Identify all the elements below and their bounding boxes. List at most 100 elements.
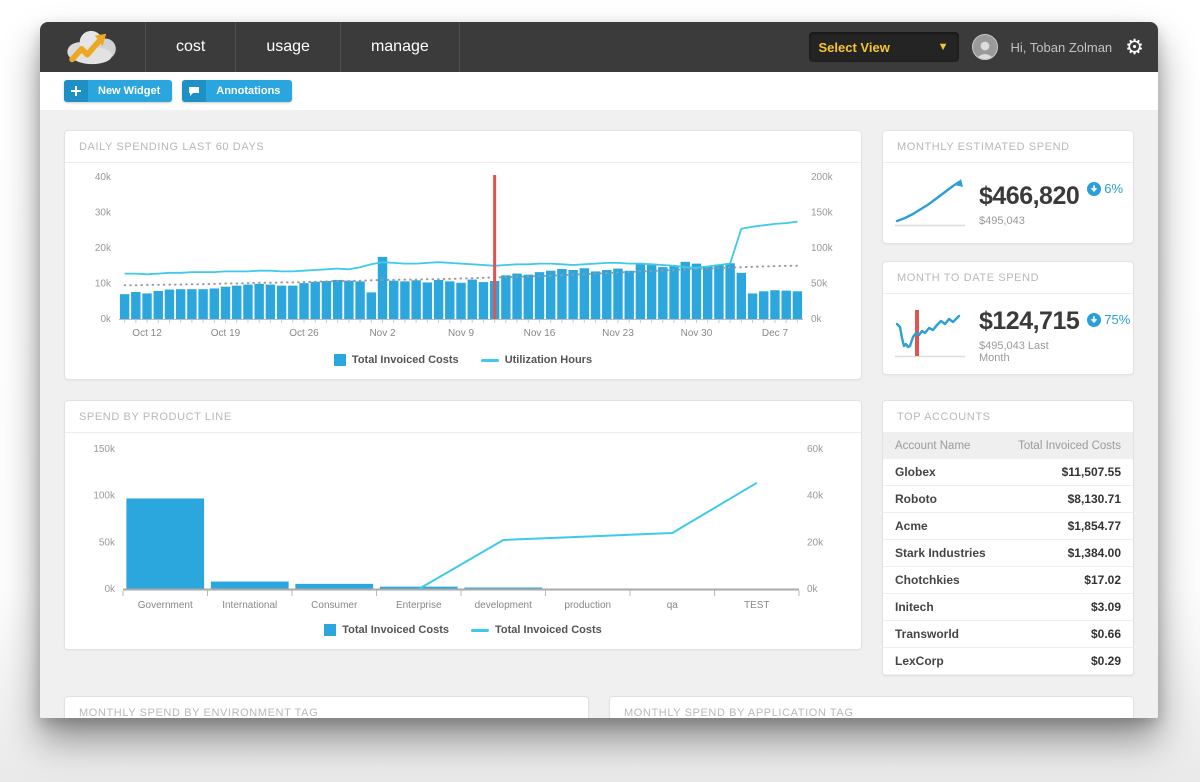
invoiced-cost-cell: $0.66 <box>1001 620 1133 648</box>
monthly-estimated-sparkline <box>891 173 971 236</box>
svg-text:0k: 0k <box>811 314 823 325</box>
invoiced-cost-cell: $11,507.55 <box>1001 459 1133 486</box>
account-name-cell: Stark Industries <box>883 539 1002 567</box>
invoiced-cost-cell: $0.29 <box>1001 647 1133 675</box>
svg-text:0k: 0k <box>104 584 116 595</box>
speech-bubble-icon <box>182 80 207 102</box>
svg-text:Oct 19: Oct 19 <box>211 328 241 339</box>
tab-manage[interactable]: manage <box>341 22 460 72</box>
account-name-cell: Roboto <box>883 485 1002 513</box>
app-window: cost usage manage Select View ▼ Hi, Toba… <box>40 22 1158 718</box>
svg-text:Oct 26: Oct 26 <box>289 328 319 339</box>
legend-bar-swatch <box>333 354 346 366</box>
legend-label: Utilization Hours <box>504 354 593 366</box>
view-selector-dropdown[interactable]: Select View ▼ <box>808 32 959 62</box>
tab-usage-label: usage <box>266 38 310 55</box>
column-total-invoiced-costs[interactable]: Total Invoiced Costs <box>1001 433 1133 459</box>
account-name-cell: Acme <box>883 512 1002 540</box>
account-name-cell: Initech <box>883 593 1002 621</box>
svg-text:20k: 20k <box>807 537 824 548</box>
app-tag-title: MONTHLY SPEND BY APPLICATION TAG <box>610 697 1133 718</box>
tab-cost-label: cost <box>176 38 206 55</box>
column-account-name[interactable]: Account Name <box>883 433 1002 459</box>
user-avatar[interactable] <box>971 34 998 60</box>
legend-label: Total Invoiced Costs <box>351 354 459 366</box>
legend-label: Total Invoiced Costs <box>342 624 449 636</box>
daily-spending-legend: Total Invoiced Costs Utilization Hours <box>77 354 849 366</box>
settings-gear-icon[interactable]: ⚙ <box>1125 35 1144 59</box>
table-row[interactable]: Initech $3.09 <box>883 593 1133 621</box>
svg-text:10k: 10k <box>95 279 112 290</box>
legend-item: Total Invoiced Costs <box>333 354 459 366</box>
svg-text:Nov 9: Nov 9 <box>448 328 475 339</box>
monthly-estimated-title: MONTHLY ESTIMATED SPEND <box>883 131 1133 163</box>
tab-cost[interactable]: cost <box>146 22 237 72</box>
mtd-subvalue: $495,043 Last Month <box>979 340 1049 364</box>
table-row[interactable]: Roboto $8,130.71 <box>883 485 1133 513</box>
app-tag-widget: MONTHLY SPEND BY APPLICATION TAG <box>609 696 1134 718</box>
top-accounts-widget: TOP ACCOUNTS Account Name Total Invoiced… <box>882 400 1134 676</box>
daily-spending-chart[interactable]: 40k 30k 20k 10k 0k 200k 150k 100k 50k 0k Oct 12 Oct… <box>77 169 849 352</box>
month-to-date-spend-card: MONTH TO DATE SPEND $124,715 $495,043 La… <box>882 261 1134 375</box>
legend-line-swatch <box>480 358 499 362</box>
svg-text:Dec 7: Dec 7 <box>762 328 789 339</box>
table-row[interactable]: Acme $1,854.77 <box>883 512 1133 540</box>
svg-text:100k: 100k <box>93 491 116 502</box>
account-name-cell: Chotchkies <box>883 566 1002 594</box>
account-name-cell: LexCorp <box>883 647 1002 675</box>
table-row[interactable]: LexCorp $0.29 <box>883 647 1133 675</box>
legend-line-swatch <box>471 628 489 632</box>
svg-text:100k: 100k <box>811 243 834 254</box>
svg-text:50k: 50k <box>811 279 828 290</box>
brand-logo[interactable] <box>40 22 146 72</box>
svg-text:production: production <box>564 600 611 611</box>
svg-text:150k: 150k <box>93 444 116 455</box>
svg-text:0k: 0k <box>100 314 112 325</box>
svg-text:150k: 150k <box>811 208 834 219</box>
env-tag-title: MONTHLY SPEND BY ENVIRONMENT TAG <box>65 697 588 718</box>
top-accounts-table: Account Name Total Invoiced Costs Globex… <box>883 433 1133 675</box>
svg-text:development: development <box>475 600 532 611</box>
table-row[interactable]: Stark Industries $1,384.00 <box>883 539 1133 567</box>
env-tag-widget: MONTHLY SPEND BY ENVIRONMENT TAG <box>64 696 589 718</box>
legend-item: Utilization Hours <box>480 354 593 366</box>
svg-text:Consumer: Consumer <box>311 600 358 611</box>
svg-text:TEST: TEST <box>744 600 770 611</box>
svg-text:Nov 30: Nov 30 <box>681 328 713 339</box>
legend-item: Total Invoiced Costs <box>324 624 449 636</box>
tab-manage-label: manage <box>370 38 429 55</box>
svg-text:Enterprise: Enterprise <box>396 600 442 611</box>
annotations-button[interactable]: Annotations <box>182 80 293 102</box>
invoiced-cost-cell: $1,384.00 <box>1001 539 1133 567</box>
invoiced-cost-cell: $3.09 <box>1001 593 1133 621</box>
table-row[interactable]: Globex $11,507.55 <box>883 459 1133 486</box>
monthly-estimated-percent: 6% <box>1104 181 1124 196</box>
svg-text:20k: 20k <box>95 243 112 254</box>
user-greeting: Hi, Toban Zolman <box>1010 39 1113 55</box>
svg-text:60k: 60k <box>807 444 824 455</box>
product-line-legend: Total Invoiced Costs Total Invoiced Costs <box>77 624 849 636</box>
table-row[interactable]: Transworld $0.66 <box>883 620 1133 648</box>
svg-text:30k: 30k <box>95 208 112 219</box>
table-row[interactable]: Chotchkies $17.02 <box>883 566 1133 594</box>
svg-text:Nov 2: Nov 2 <box>369 328 396 339</box>
account-name-cell: Globex <box>883 459 1002 486</box>
svg-text:Oct 12: Oct 12 <box>132 328 162 339</box>
monthly-estimated-spend-card: MONTHLY ESTIMATED SPEND $466,820 $495,04… <box>882 130 1134 244</box>
product-line-chart[interactable]: 150k 100k 50k 0k 60k 40k 20k 0k Government Intern… <box>77 439 849 622</box>
new-widget-button[interactable]: New Widget <box>64 80 173 102</box>
navbar-right-group: Select View ▼ Hi, Toban Zolman ⚙ <box>808 22 1158 72</box>
dashboard-content: DAILY SPENDING LAST 60 DAYS 40k 30k 20k 10k… <box>40 110 1158 718</box>
svg-text:40k: 40k <box>95 172 112 183</box>
daily-spending-widget: DAILY SPENDING LAST 60 DAYS 40k 30k 20k 10k… <box>64 130 862 380</box>
tab-usage[interactable]: usage <box>236 22 341 72</box>
mtd-sparkline <box>891 304 971 367</box>
product-line-title: SPEND BY PRODUCT LINE <box>65 401 861 433</box>
monthly-estimated-badge: 6% <box>1087 181 1123 196</box>
person-icon <box>975 41 994 59</box>
new-widget-button-label: New Widget <box>98 85 161 97</box>
table-header-row: Account Name Total Invoiced Costs <box>883 433 1133 459</box>
svg-text:200k: 200k <box>811 172 834 183</box>
daily-spending-title: DAILY SPENDING LAST 60 DAYS <box>65 131 861 163</box>
mtd-title: MONTH TO DATE SPEND <box>883 262 1133 294</box>
